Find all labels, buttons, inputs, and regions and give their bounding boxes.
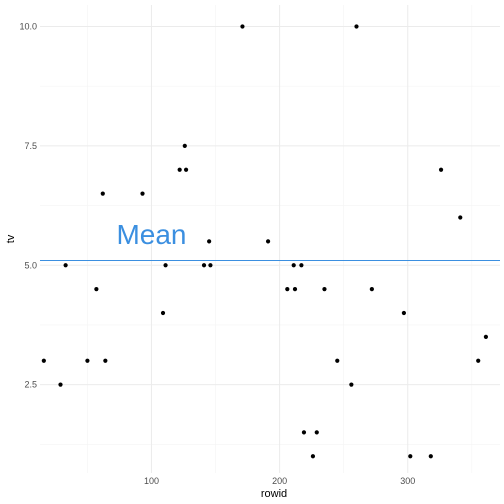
- y-tick-label: 5.0: [24, 260, 37, 270]
- data-point: [458, 215, 463, 220]
- data-point: [310, 454, 316, 459]
- x-tick-label: 100: [144, 476, 159, 486]
- data-point: [182, 143, 187, 148]
- data-point: [428, 454, 433, 459]
- data-point: [301, 430, 307, 435]
- data-point: [285, 287, 290, 292]
- data-point: [291, 263, 296, 268]
- data-point: [299, 263, 304, 268]
- data-point: [438, 167, 444, 172]
- y-tick-labels: 2.5 5.0 7.5 10.0: [19, 21, 37, 389]
- data-point: [354, 24, 359, 29]
- data-point: [140, 191, 145, 196]
- data-point: [314, 430, 319, 435]
- data-point: [163, 263, 168, 268]
- data-point: [335, 358, 340, 363]
- y-tick-label: 10.0: [19, 21, 37, 31]
- data-point: [369, 287, 374, 292]
- grid: [40, 5, 500, 473]
- data-point: [408, 454, 413, 459]
- data-point: [476, 358, 481, 363]
- data-point: [208, 263, 213, 268]
- data-point: [207, 239, 212, 244]
- data-point: [100, 191, 105, 196]
- data-point: [94, 287, 99, 292]
- data-point: [349, 382, 354, 387]
- y-tick-label: 2.5: [24, 380, 37, 390]
- data-point: [41, 358, 46, 363]
- data-point: [160, 310, 166, 316]
- data-point: [292, 287, 298, 292]
- data-point: [177, 167, 182, 172]
- data-point: [483, 334, 489, 339]
- data-point: [201, 263, 207, 268]
- mean-annotation: Mean: [116, 219, 186, 250]
- data-point: [322, 287, 327, 292]
- y-tick-label: 7.5: [24, 141, 37, 151]
- data-point: [183, 167, 189, 172]
- x-tick-labels: 100 200 300: [144, 476, 415, 486]
- data-point: [265, 239, 271, 244]
- x-tick-label: 300: [400, 476, 415, 486]
- x-axis-title: rowid: [261, 488, 287, 500]
- data-point: [401, 310, 406, 316]
- data-point: [103, 358, 108, 363]
- data-point: [240, 24, 245, 29]
- x-tick-label: 200: [272, 476, 287, 486]
- data-point: [58, 382, 63, 387]
- y-axis-title: tv: [5, 234, 17, 243]
- data-points: [41, 24, 489, 459]
- data-point: [63, 263, 68, 268]
- data-point: [85, 358, 90, 363]
